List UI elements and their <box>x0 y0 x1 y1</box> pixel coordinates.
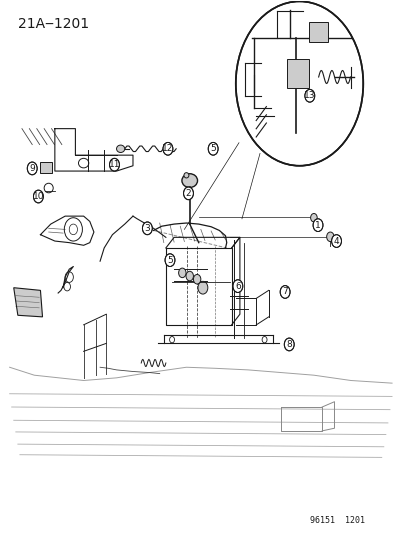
Polygon shape <box>14 288 43 317</box>
FancyBboxPatch shape <box>309 22 328 43</box>
Circle shape <box>233 280 242 293</box>
Circle shape <box>326 232 333 241</box>
Text: 5: 5 <box>167 256 173 265</box>
Text: 2: 2 <box>185 189 191 198</box>
Circle shape <box>142 222 152 235</box>
Circle shape <box>185 271 193 281</box>
Text: 6: 6 <box>235 281 240 290</box>
Circle shape <box>27 162 37 175</box>
Text: 8: 8 <box>286 340 292 349</box>
Circle shape <box>109 158 119 171</box>
FancyBboxPatch shape <box>286 59 309 88</box>
Ellipse shape <box>116 145 124 152</box>
Circle shape <box>312 219 322 231</box>
Ellipse shape <box>183 173 188 178</box>
Text: 96151  1201: 96151 1201 <box>309 516 364 525</box>
Circle shape <box>178 268 185 278</box>
Text: 5: 5 <box>210 144 216 154</box>
Text: 10: 10 <box>33 192 44 201</box>
Circle shape <box>284 338 294 351</box>
Text: 13: 13 <box>303 91 315 100</box>
Circle shape <box>193 274 200 284</box>
Circle shape <box>304 90 314 102</box>
Text: 3: 3 <box>144 224 150 233</box>
Text: 9: 9 <box>29 164 35 173</box>
Text: 7: 7 <box>282 287 287 296</box>
Circle shape <box>165 254 175 266</box>
Text: 4: 4 <box>333 237 339 246</box>
Text: 12: 12 <box>162 144 173 154</box>
Text: 11: 11 <box>109 160 120 169</box>
Text: 21A‒1201: 21A‒1201 <box>18 17 89 31</box>
Circle shape <box>163 142 173 155</box>
Circle shape <box>208 142 218 155</box>
Ellipse shape <box>181 174 197 188</box>
Circle shape <box>310 214 316 222</box>
Circle shape <box>280 286 290 298</box>
Circle shape <box>33 190 43 203</box>
Circle shape <box>183 187 193 200</box>
Circle shape <box>331 235 341 247</box>
FancyBboxPatch shape <box>40 161 52 173</box>
Circle shape <box>197 281 207 294</box>
Circle shape <box>235 2 362 166</box>
Text: 1: 1 <box>314 221 320 230</box>
